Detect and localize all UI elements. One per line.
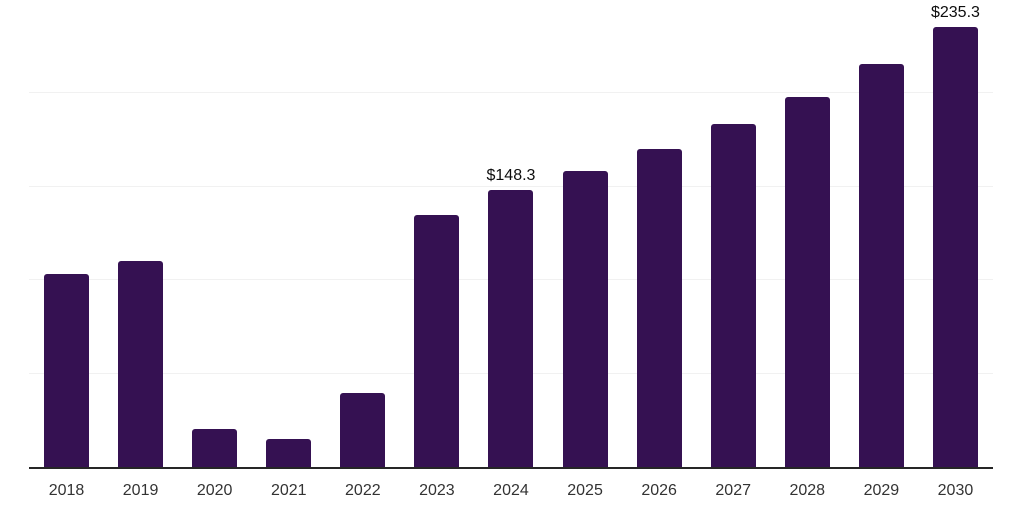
x-tick-label-2028: 2028 xyxy=(789,482,826,499)
bar-2025 xyxy=(562,170,608,467)
bar-2030: $235.3 xyxy=(931,4,980,467)
x-tick-label-2030: 2030 xyxy=(937,482,974,499)
gridline xyxy=(29,92,993,94)
x-axis-labels: 2018 2019 2020 2021 2022 2023 2024 2025 2026 2027… xyxy=(29,482,993,500)
bars: $148.3 $235.3 xyxy=(29,0,993,467)
data-label-2030: $235.3 xyxy=(930,4,980,22)
x-tick-label-2020: 2020 xyxy=(196,482,233,499)
x-tick-label-2022: 2022 xyxy=(345,482,381,499)
x-tick-label-2026: 2026 xyxy=(641,482,677,499)
x-tick-label-2021: 2021 xyxy=(270,482,307,499)
x-tick-label-2018: 2018 xyxy=(48,482,85,499)
bar-2020 xyxy=(192,429,238,467)
bar-2018 xyxy=(44,274,89,467)
bar-2022 xyxy=(340,393,386,467)
x-tick-label-2019: 2019 xyxy=(122,482,159,499)
bar-2019 xyxy=(118,260,164,467)
bar-2028 xyxy=(784,96,830,467)
x-tick-label-2023: 2023 xyxy=(419,482,455,499)
gridline xyxy=(29,185,993,187)
bar-2021 xyxy=(266,439,312,467)
plot-area: $148.3 $235.3 xyxy=(29,0,993,469)
data-label-2024: $148.3 xyxy=(486,166,536,184)
x-tick-label-2029: 2029 xyxy=(863,482,900,499)
bar-2029 xyxy=(858,63,904,467)
x-tick-label-2024: 2024 xyxy=(493,482,529,499)
bar-2024: $148.3 xyxy=(487,167,535,467)
x-tick-label-2027: 2027 xyxy=(715,482,751,499)
x-tick-label-2025: 2025 xyxy=(567,482,603,499)
bar-2023 xyxy=(414,215,460,467)
bar-2026 xyxy=(636,148,682,467)
bar-2027 xyxy=(710,123,756,467)
